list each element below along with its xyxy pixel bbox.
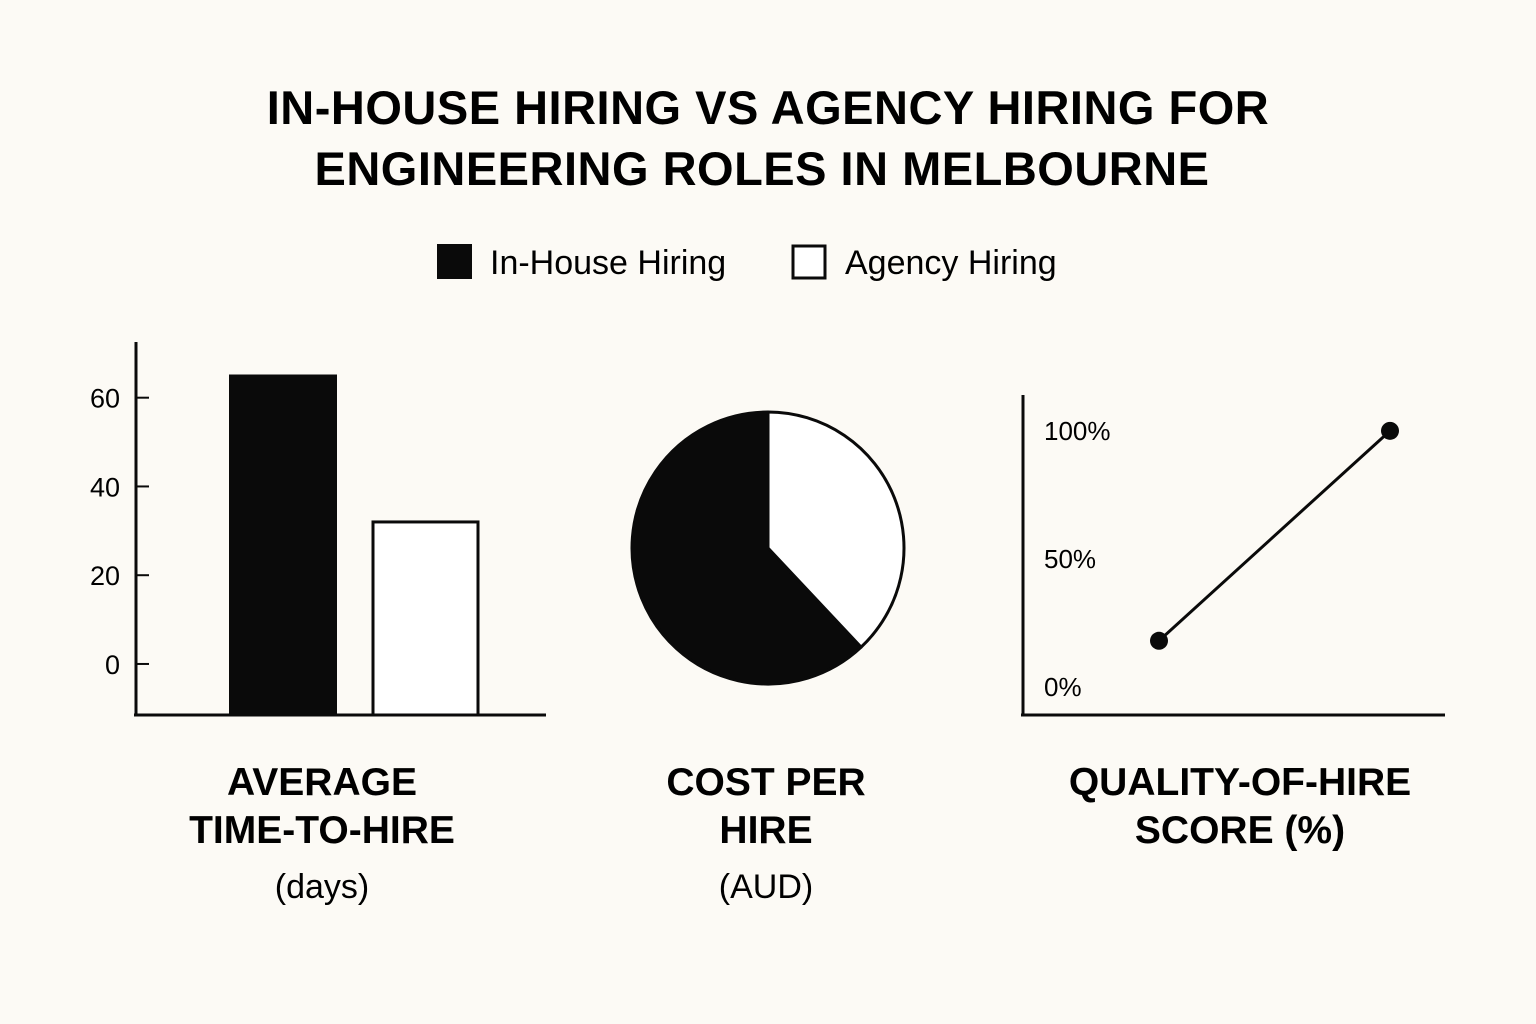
line-chart-tick-label: 100%	[1044, 416, 1111, 446]
legend: In-House Hiring Agency Hiring	[437, 244, 1057, 282]
line-chart-tick-label: 50%	[1044, 544, 1096, 574]
legend-swatch-agency	[791, 244, 827, 280]
bar-chart-tick-label: 0	[105, 650, 120, 680]
pie-chart-slices	[630, 410, 906, 686]
line-series	[1157, 429, 1392, 642]
pie-chart-caption-line-1: COST PER	[666, 761, 865, 804]
line-point-agency	[1381, 421, 1399, 440]
chart-title-line-1: IN-HOUSE HIRING VS AGENCY HIRING FOR	[267, 81, 1269, 134]
bar-chart-bars	[229, 374, 480, 717]
pie-chart-caption-unit: (AUD)	[719, 868, 813, 906]
bar-agency	[371, 520, 480, 717]
line-chart-caption-line-2: SCORE (%)	[1135, 809, 1345, 852]
bar-chart-caption-line-2: TIME-TO-HIRE	[189, 809, 455, 852]
pie-slice-agency	[766, 410, 906, 649]
legend-label-in-house: In-House Hiring	[490, 244, 726, 282]
bar-chart-caption-unit: (days)	[275, 868, 369, 906]
bar-chart-caption-line-1: AVERAGE	[227, 761, 417, 804]
line-chart-tick-label: 0%	[1044, 672, 1082, 702]
bar-chart-tick-label: 40	[90, 472, 120, 502]
legend-swatch-in-house	[437, 244, 472, 279]
bar-chart-tick-label: 60	[90, 384, 120, 414]
chart-title-line-2: ENGINEERING ROLES IN MELBOURNE	[314, 142, 1209, 195]
line-chart-ticks: 0% 50% 100%	[1044, 416, 1111, 702]
pie-chart-caption-line-2: HIRE	[719, 809, 812, 852]
line-point-in-house	[1150, 631, 1168, 650]
legend-label-agency: Agency Hiring	[845, 244, 1057, 282]
pie-slice-in-house	[630, 410, 863, 686]
line-chart-quality-of-hire: 0% 50% 100% QUALITY-OF-HIRE SCORE (%)	[1021, 395, 1445, 852]
pie-chart-cost-per-hire: COST PER HIRE (AUD)	[630, 410, 906, 906]
bar-chart-ticks: 0 20 40 60	[90, 384, 149, 680]
bar-chart-tick-label: 20	[90, 561, 120, 591]
bar-chart-time-to-hire: 0 20 40 60 AVERAGE TIME-TO-HIRE (days)	[90, 342, 546, 906]
bar-in-house	[229, 374, 337, 716]
line-chart-marks	[1150, 421, 1399, 650]
line-chart-caption-line-1: QUALITY-OF-HIRE	[1069, 761, 1411, 804]
